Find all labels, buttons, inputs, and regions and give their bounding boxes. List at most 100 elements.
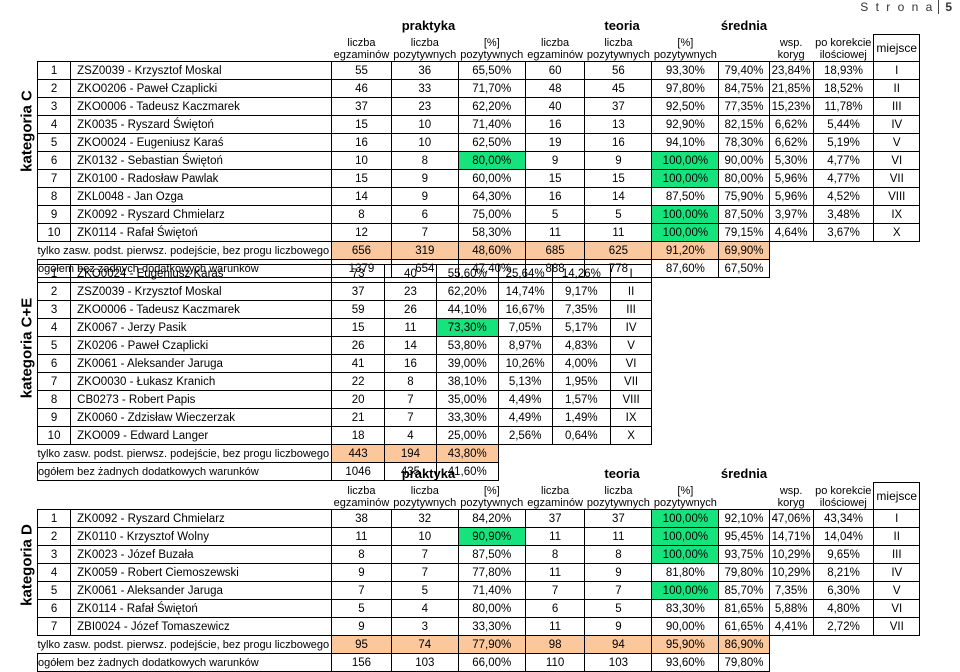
cell-m: VIII <box>873 187 921 206</box>
cell-tp: 9 <box>584 563 653 582</box>
cell-pk: 4,83% <box>551 336 612 355</box>
cell-tpct: 93,30% <box>651 61 720 80</box>
header-teoria: teoria <box>604 17 640 33</box>
cell-tp: 56 <box>584 61 653 80</box>
cell-name: ZKO009 - Edward Langer <box>70 426 333 445</box>
cell-tpct: 97,80% <box>651 79 720 98</box>
cell-pe: 59 <box>331 300 386 319</box>
table-row: 7 ZK0100 - Radosław Pawlak 15 9 60,00% 15 15 10… <box>36 169 921 188</box>
cell-wsp: 16,67% <box>497 300 553 319</box>
cell-tpct: 83,30% <box>651 599 720 618</box>
cell-avg: 92,10% <box>718 509 770 528</box>
cell-te: 16 <box>524 187 586 206</box>
table-row: 4 ZK0059 - Robert Ciemoszewski 9 7 77,80% 11 9… <box>36 563 921 582</box>
cell-n: 2 <box>36 79 72 98</box>
table-row: 2 ZSZ0039 - Krzysztof Moskal 37 23 62,20% 14,… <box>36 282 652 301</box>
table-row: 5 ZK0061 - Aleksander Jaruga 7 5 71,40% 7 7 100… <box>36 581 921 600</box>
cell-pk: 6,30% <box>812 581 875 600</box>
cell-tpct: 90,00% <box>651 617 720 636</box>
cell-name: ZKO0024 - Eugeniusz Karaś <box>70 264 333 283</box>
cell-name: ZK0060 - Zdzisław Wieczerzak <box>70 408 333 427</box>
cell-tpct: 100,00% <box>651 545 720 564</box>
cell-m: V <box>610 336 652 355</box>
header-praktyka: praktyka <box>401 465 456 481</box>
cell-m: IX <box>610 408 652 427</box>
cell-n: 4 <box>36 318 72 337</box>
cell-pk: 1,49% <box>551 408 612 427</box>
cell-pk: 3,48% <box>812 205 875 224</box>
cell-pe: 14 <box>331 187 392 206</box>
cell-avg: 79,80% <box>718 563 770 582</box>
cell-pp: 9 <box>390 187 459 206</box>
cell-name: ZKO0006 - Tadeusz Kaczmarek <box>70 97 333 116</box>
cell-m: I <box>873 509 921 528</box>
cell-avg: 95,45% <box>718 527 770 546</box>
table-row: 7 ZKO0030 - Łukasz Kranich 22 8 38,10% 5,13% 1… <box>36 372 652 391</box>
table-category-d: praktyka teoria średnia liczba egzaminów … <box>36 464 921 672</box>
cell-pk: 3,67% <box>812 223 875 242</box>
cell-pk: 0,64% <box>551 426 612 445</box>
cell-pp: 10 <box>390 133 459 152</box>
cell-name: ZK0092 - Ryszard Chmielarz <box>70 205 333 224</box>
cell-m: VII <box>873 617 921 636</box>
cell-avg: 78,30% <box>718 133 770 152</box>
cell-ppct: 73,30% <box>435 318 499 337</box>
cell-n: 7 <box>36 372 72 391</box>
cell-m: VIII <box>610 390 652 409</box>
cell-avg: 81,65% <box>718 599 770 618</box>
cell-pk: 4,77% <box>812 169 875 188</box>
cell-name: ZKO0006 - Tadeusz Kaczmarek <box>70 300 333 319</box>
cell-pe: 8 <box>331 545 392 564</box>
cell-wsp: 5,96% <box>768 187 814 206</box>
cell-pp: 8 <box>390 151 459 170</box>
cell-n: 6 <box>36 599 72 618</box>
cell-pp: 4 <box>390 599 459 618</box>
cell-n: 10 <box>36 223 72 242</box>
cell-name: ZK0092 - Ryszard Chmielarz <box>70 509 333 528</box>
cell-ppct: 44,10% <box>435 300 499 319</box>
cell-m: III <box>873 97 921 116</box>
header-pct-pozytywnych: [%] pozytywnych <box>460 485 524 509</box>
cell-pk: 1,57% <box>551 390 612 409</box>
table-row: 6 ZK0132 - Sebastian Świętoń 10 8 80,00% 9 9 10… <box>36 151 921 170</box>
cell-pp: 7 <box>384 390 437 409</box>
cell-ppct: 71,70% <box>457 79 526 98</box>
cell-avg: 79,40% <box>718 61 770 80</box>
cell-wsp: 25,64% <box>497 264 553 283</box>
cell-m: IV <box>610 318 652 337</box>
cell-wsp: 47,06% <box>768 509 814 528</box>
cell-ppct: 25,00% <box>435 426 499 445</box>
header-po-korekcie: po korekcie ilościowej <box>815 37 872 61</box>
cell-pe: 37 <box>331 282 386 301</box>
cell-pe: 15 <box>331 169 392 188</box>
category-ce-label: kategoria C+E <box>18 297 36 399</box>
header-liczba-egzaminow: liczba egzaminów <box>527 37 583 61</box>
table-row: 4 ZK0035 - Ryszard Świętoń 15 10 71,40% 16 13 9… <box>36 115 921 134</box>
cell-pe: 41 <box>331 354 386 373</box>
cell-pp: 9 <box>390 169 459 188</box>
cell-wsp: 3,97% <box>768 205 814 224</box>
header-srednia: średnia <box>720 17 768 33</box>
summary-row-basic: tylko zasw. podst. pierwsz. podejście, b… <box>38 241 920 260</box>
cell-name: ZKO0030 - Łukasz Kranich <box>70 372 333 391</box>
cell-n: 6 <box>36 151 72 170</box>
cell-pp: 23 <box>390 97 459 116</box>
cell-pe: 20 <box>331 390 386 409</box>
cell-ppct: 62,20% <box>457 97 526 116</box>
cell-ppct: 75,00% <box>457 205 526 224</box>
cell-tp: 5 <box>584 599 653 618</box>
cell-pk: 1,95% <box>551 372 612 391</box>
cell-name: ZK0067 - Jerzy Pasik <box>70 318 333 337</box>
cell-tp: 8 <box>584 545 653 564</box>
header-miejsce: miejsce <box>873 482 921 510</box>
cell-tp: 16 <box>584 133 653 152</box>
cell-name: ZSZ0039 - Krzysztof Moskal <box>70 282 333 301</box>
cell-pe: 22 <box>331 372 386 391</box>
cell-wsp: 21,85% <box>768 79 814 98</box>
cell-name: ZK0100 - Radosław Pawlak <box>70 169 333 188</box>
cell-pp: 36 <box>390 61 459 80</box>
summary-row-total: ogółem bez żadnych dodatkowych warunków … <box>36 462 652 481</box>
cell-name: ZK0132 - Sebastian Świętoń <box>70 151 333 170</box>
cell-te: 6 <box>524 599 586 618</box>
cell-wsp: 15,23% <box>768 97 814 116</box>
